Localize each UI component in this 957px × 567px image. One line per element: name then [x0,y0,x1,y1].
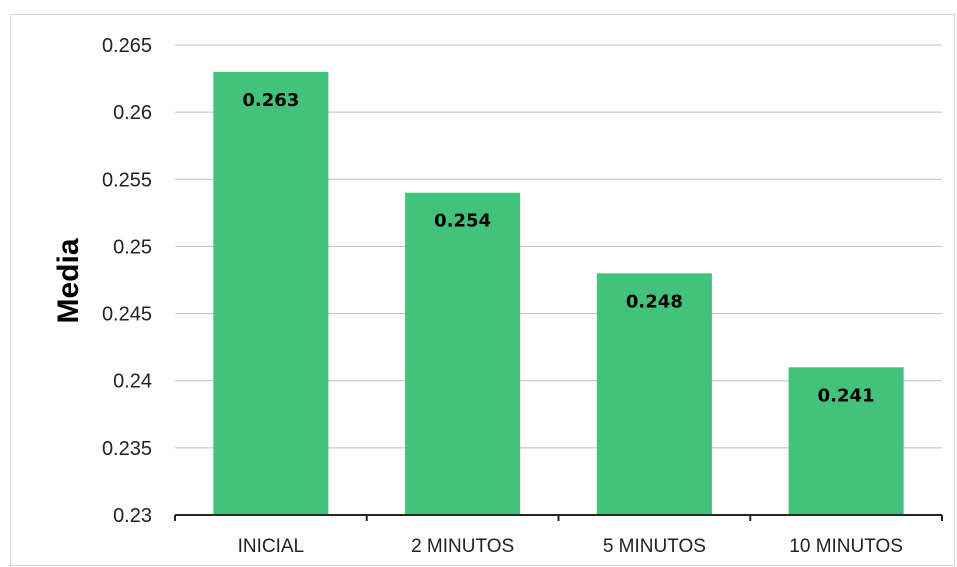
y-tick-label: 0.255 [102,169,152,191]
y-tick-label: 0.24 [113,371,152,393]
bar [596,273,712,515]
y-axis-ticks: 0.23 0.235 0.24 0.245 0.25 0.255 0.26 0.265 [102,35,152,527]
bar [405,192,521,515]
y-axis-title: Media [52,238,85,323]
data-label: 0.254 [434,211,491,232]
data-labels: 0.263 0.254 0.248 0.241 [242,90,874,406]
x-category-label: 10 MINUTOS [789,536,903,557]
y-tick-label: 0.235 [102,438,152,460]
y-tick-label: 0.25 [113,236,152,258]
x-category-label: INICIAL [238,536,305,557]
data-label: 0.263 [242,90,299,111]
y-tick-label: 0.26 [113,102,152,124]
bars [213,71,904,515]
y-tick-label: 0.265 [102,35,152,57]
y-tick-label: 0.245 [102,304,152,326]
data-label: 0.248 [626,291,683,312]
data-label: 0.241 [818,385,875,406]
x-category-label: 2 MINUTOS [411,536,514,557]
y-tick-label: 0.23 [113,505,152,527]
x-category-label: 5 MINUTOS [603,536,706,557]
bar [213,71,329,515]
x-axis-categories: INICIAL 2 MINUTOS 5 MINUTOS 10 MINUTOS [238,536,903,557]
bar [788,367,904,515]
x-axis [174,514,943,521]
